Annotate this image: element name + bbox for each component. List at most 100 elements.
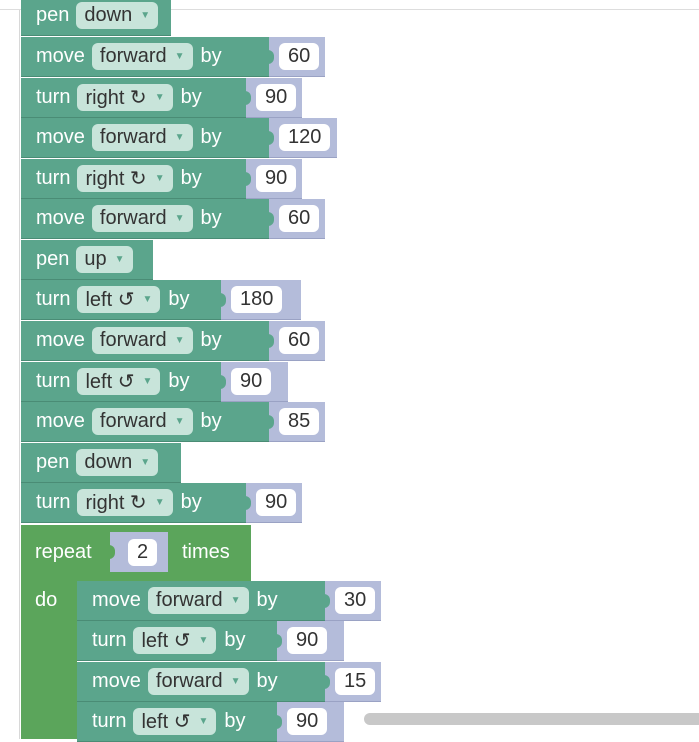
pen-block[interactable]: pen down ▼ (21, 0, 171, 36)
number-socket[interactable]: 90 (245, 78, 302, 118)
dropdown-arrow-icon: ▼ (140, 10, 151, 21)
socket-connector (268, 131, 274, 145)
number-field[interactable]: 60 (279, 327, 320, 354)
pen-state-dropdown[interactable]: down ▼ (76, 2, 159, 29)
turn-block[interactable]: turn right ↻ ▼ by (21, 483, 246, 523)
move-block[interactable]: move forward ▼ by (77, 662, 325, 702)
pen-block[interactable]: pen up ▼ (21, 240, 153, 280)
direction-dropdown[interactable]: forward ▼ (91, 408, 193, 435)
turn-block[interactable]: turn left ↺ ▼ by (21, 280, 221, 320)
block-keyword: move (92, 589, 141, 611)
number-socket[interactable]: 60 (268, 321, 325, 361)
horizontal-scrollbar[interactable] (364, 713, 699, 725)
repeat-label: repeat (35, 541, 92, 563)
number-field[interactable]: 90 (231, 368, 272, 395)
by-label: by (168, 370, 190, 392)
pen-state-dropdown[interactable]: up ▼ (76, 246, 133, 273)
socket-connector (220, 375, 226, 389)
pen-state-dropdown[interactable]: down ▼ (76, 449, 159, 476)
by-label: by (168, 288, 190, 310)
number-field[interactable]: 90 (256, 84, 297, 111)
block-keyword: move (36, 45, 85, 67)
number-socket[interactable]: 60 (268, 37, 325, 77)
direction-dropdown[interactable]: forward ▼ (91, 43, 193, 70)
number-field[interactable]: 15 (335, 668, 376, 695)
blockly-workspace[interactable]: pen down ▼ move forward ▼ by 60 turn right… (21, 0, 699, 742)
move-block[interactable]: move forward ▼ by (21, 199, 269, 239)
block-keyword: move (36, 207, 85, 229)
turn-direction-dropdown[interactable]: left ↺ ▼ (77, 286, 161, 313)
number-socket[interactable]: 120 (268, 118, 337, 158)
turn-block[interactable]: turn left ↺ ▼ by (77, 621, 277, 661)
move-block[interactable]: move forward ▼ by (21, 402, 269, 442)
number-socket[interactable]: 90 (245, 483, 302, 523)
dropdown-arrow-icon: ▼ (174, 51, 185, 62)
direction-dropdown[interactable]: forward ▼ (147, 668, 249, 695)
number-field[interactable]: 30 (335, 587, 376, 614)
by-label: by (200, 410, 222, 432)
by-label: by (200, 207, 222, 229)
direction-dropdown[interactable]: forward ▼ (91, 124, 193, 151)
socket-connector (268, 212, 274, 226)
dropdown-arrow-icon: ▼ (154, 92, 165, 103)
number-socket[interactable]: 180 (220, 280, 301, 320)
number-field[interactable]: 60 (279, 205, 320, 232)
block-keyword: pen (36, 248, 70, 270)
number-field[interactable]: 90 (287, 708, 328, 735)
turn-direction-dropdown[interactable]: left ↺ ▼ (133, 708, 217, 735)
turn-block[interactable]: turn right ↻ ▼ by (21, 78, 246, 118)
turn-block[interactable]: turn left ↺ ▼ by (21, 362, 221, 402)
by-label: by (180, 491, 202, 513)
move-block[interactable]: move forward ▼ by (21, 321, 269, 361)
number-socket[interactable]: 90 (245, 159, 302, 199)
number-field[interactable]: 90 (256, 489, 297, 516)
move-block[interactable]: move forward ▼ by (77, 581, 325, 621)
move-block[interactable]: move forward ▼ by (21, 118, 269, 158)
dropdown-arrow-icon: ▼ (140, 457, 151, 468)
number-socket[interactable]: 60 (268, 199, 325, 239)
number-socket[interactable]: 15 (324, 662, 381, 702)
by-label: by (180, 167, 202, 189)
repeat-count-field[interactable]: 2 (128, 538, 158, 566)
by-label: by (256, 670, 278, 692)
turn-block[interactable]: turn left ↺ ▼ by (77, 702, 277, 742)
socket-connector (245, 496, 251, 510)
direction-dropdown[interactable]: forward ▼ (91, 205, 193, 232)
block-keyword: move (36, 410, 85, 432)
number-socket[interactable]: 85 (268, 402, 325, 442)
block-keyword: move (36, 329, 85, 351)
by-label: by (224, 710, 246, 732)
number-field[interactable]: 85 (279, 408, 320, 435)
dropdown-arrow-icon: ▼ (142, 376, 153, 387)
do-label: do (35, 589, 58, 611)
number-socket[interactable]: 90 (220, 362, 288, 402)
by-label: by (180, 86, 202, 108)
pen-block[interactable]: pen down ▼ (21, 443, 181, 483)
number-field[interactable]: 120 (279, 124, 331, 151)
direction-dropdown[interactable]: forward ▼ (91, 327, 193, 354)
direction-dropdown[interactable]: forward ▼ (147, 587, 249, 614)
socket-connector (268, 50, 274, 64)
number-socket[interactable]: 90 (276, 621, 344, 661)
workspace-top-border (0, 9, 699, 10)
turn-direction-dropdown[interactable]: left ↺ ▼ (133, 627, 217, 654)
turn-direction-dropdown[interactable]: right ↻ ▼ (77, 84, 173, 111)
number-field[interactable]: 60 (279, 43, 320, 70)
turn-direction-dropdown[interactable]: right ↻ ▼ (77, 165, 173, 192)
number-field[interactable]: 90 (256, 165, 297, 192)
number-socket[interactable]: 30 (324, 581, 381, 621)
repeat-count-socket[interactable]: 2 (109, 532, 168, 572)
turn-direction-dropdown[interactable]: left ↺ ▼ (77, 368, 161, 395)
number-field[interactable]: 90 (287, 627, 328, 654)
dropdown-arrow-icon: ▼ (174, 416, 185, 427)
socket-connector (220, 293, 226, 307)
dropdown-arrow-icon: ▼ (230, 676, 241, 687)
turn-direction-dropdown[interactable]: right ↻ ▼ (77, 489, 173, 516)
move-block[interactable]: move forward ▼ by (21, 37, 269, 77)
dropdown-arrow-icon: ▼ (154, 497, 165, 508)
dropdown-arrow-icon: ▼ (230, 595, 241, 606)
dropdown-arrow-icon: ▼ (154, 173, 165, 184)
number-socket[interactable]: 90 (276, 702, 344, 742)
turn-block[interactable]: turn right ↻ ▼ by (21, 159, 246, 199)
number-field[interactable]: 180 (231, 286, 283, 313)
